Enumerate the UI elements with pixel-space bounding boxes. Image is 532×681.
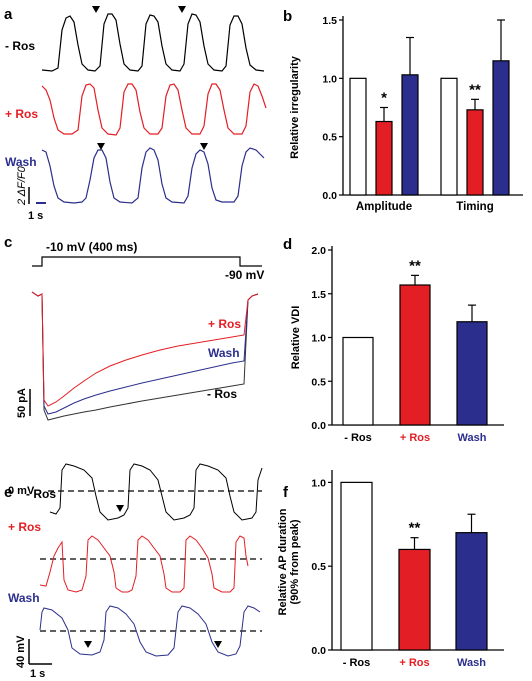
chart-f-1-significance: **	[409, 520, 421, 537]
chart-d-category-label: + Ros	[400, 432, 430, 444]
calcium-trace-wash	[41, 147, 265, 204]
chart-d-ytick-label: 1.0	[311, 333, 326, 345]
chart-b-amplitude-1-significance: *	[381, 90, 387, 107]
chart-d-ytick-label: 2.0	[311, 245, 326, 257]
chart-d-category-label: Wash	[458, 432, 487, 444]
arrowhead-e-2	[84, 641, 92, 648]
chart-b-timing-1-bar	[466, 109, 484, 196]
label-plus-ros-e: + Ros	[8, 520, 41, 534]
chart-b-ytick-label: 1.0	[322, 73, 337, 85]
panel-a: a - Ros + Ros Wash 2 ΔF/F0 1 s	[4, 6, 267, 222]
chart-d-ytick-label: 1.5	[311, 289, 326, 301]
chart-f-ylabel: Relative AP duration	[277, 508, 289, 615]
label-wash-e: Wash	[8, 591, 40, 605]
chart-b: 0.0 0.5 1.0 1.5 Relative irregularity * Amplit…	[289, 15, 523, 213]
panel-b-letter: b	[283, 8, 292, 25]
panel-c: c -10 mV (400 ms) -90 mV + Ros Wash - Ro…	[4, 234, 264, 421]
panel-f: f 0.0 0.5 1.0 Relative AP duration (90% from…	[277, 470, 504, 669]
chart-d-2-bar	[456, 321, 488, 426]
arrowhead-a-1	[92, 6, 100, 13]
panel-a-letter: a	[4, 6, 13, 23]
chart-f-2-bar	[455, 532, 488, 651]
chart-b-category-label: Timing	[456, 201, 493, 213]
panel-d-letter: d	[283, 236, 292, 253]
calcium-trace-plus-ros	[41, 83, 267, 136]
current-trace-wash	[31, 291, 259, 415]
chart-b-ytick-label: 1.5	[322, 15, 337, 27]
chart-d-ytick-label: 0.0	[311, 420, 326, 432]
arrowhead-a-4	[200, 143, 208, 150]
trace-label-wash-c: Wash	[208, 346, 240, 360]
chart-f-category-label: - Ros	[343, 657, 371, 669]
chart-b-amplitude-1-bar	[375, 120, 393, 196]
ap-trace-wash	[39, 605, 261, 657]
chart-d-1-bar	[399, 284, 431, 426]
chart-d-0-bar	[342, 336, 374, 426]
ap-trace-plus-ros	[39, 535, 249, 593]
label-minus-ros-a: - Ros	[5, 39, 35, 53]
chart-d: 0.0 0.5 1.0 1.5 2.0 Relative VDI - Ros ** + Ros W…	[290, 245, 504, 444]
arrowhead-a-3	[97, 143, 105, 150]
chart-d-category-label: - Ros	[344, 432, 372, 444]
chart-f: 0.0 0.5 1.0 Relative AP duration (90% from p…	[277, 470, 504, 669]
arrowhead-a-2	[178, 6, 186, 13]
chart-f-ytick-label: 0.5	[311, 561, 326, 573]
chart-b-category-label: Amplitude	[356, 201, 412, 213]
chart-b-ylabel: Relative irregularity	[289, 55, 301, 159]
current-trace-minus-ros	[31, 291, 259, 421]
scale-label-e-y: 40 mV	[15, 635, 27, 668]
arrowhead-e-3	[214, 641, 222, 648]
panel-d: d 0.0 0.5 1.0 1.5 2.0 Relative VDI - Ros ** + Ro…	[283, 236, 504, 444]
chart-f-1-bar	[398, 548, 431, 651]
scale-label-a-y: 2 ΔF/F0	[16, 165, 28, 206]
chart-b-ytick-label: 0.0	[322, 190, 337, 202]
ap-trace-minus-ros	[49, 463, 263, 521]
holding-potential-label: -90 mV	[225, 268, 264, 282]
voltage-protocol	[32, 256, 262, 267]
chart-f-ylabel-2: (90% from peak)	[289, 519, 301, 604]
chart-d-ytick-label: 0.5	[311, 376, 326, 388]
trace-label-minus-ros-c: - Ros	[207, 387, 237, 401]
chart-b-timing-2-bar	[492, 60, 510, 196]
scale-label-c-y: 50 pA	[16, 388, 28, 418]
chart-b-ytick-label: 0.5	[322, 132, 337, 144]
panel-b: b 0.0 0.5 1.0 1.5 Relative irregularity * Ampl…	[283, 8, 523, 213]
chart-b-amplitude-2-bar	[401, 74, 419, 196]
panel-f-letter: f	[283, 484, 289, 501]
chart-f-0-bar	[340, 481, 373, 651]
panel-e: e - Ros 0 mV 0 mV + Ros Wash 40 mV 1 s	[4, 463, 263, 680]
current-trace-plus-ros	[31, 291, 259, 407]
chart-b-amplitude-0-bar	[349, 77, 367, 196]
chart-b-timing-0-bar	[440, 77, 458, 196]
label-plus-ros-a: + Ros	[5, 107, 38, 121]
chart-d-ylabel: Relative VDI	[290, 306, 302, 370]
chart-b-timing-1-significance: **	[469, 81, 481, 98]
arrowhead-e-1	[116, 505, 124, 512]
scale-label-a-x: 1 s	[28, 210, 43, 222]
scale-label-e-x: 1 s	[30, 668, 45, 680]
label-wash-a: Wash	[5, 155, 37, 169]
panel-e-letter: e	[4, 484, 12, 501]
chart-f-category-label: Wash	[457, 657, 486, 669]
calcium-trace-minus-ros	[41, 13, 265, 72]
voltage-step-label: -10 mV (400 ms)	[46, 240, 137, 254]
chart-f-category-label: + Ros	[399, 657, 429, 669]
chart-d-1-significance: **	[409, 257, 421, 274]
chart-f-ytick-label: 0.0	[311, 645, 326, 657]
zero-mv-visible: 0 mV	[8, 485, 35, 497]
panel-c-letter: c	[4, 234, 12, 251]
trace-label-plus-ros-c: + Ros	[208, 317, 241, 331]
chart-f-ytick-label: 1.0	[311, 477, 326, 489]
